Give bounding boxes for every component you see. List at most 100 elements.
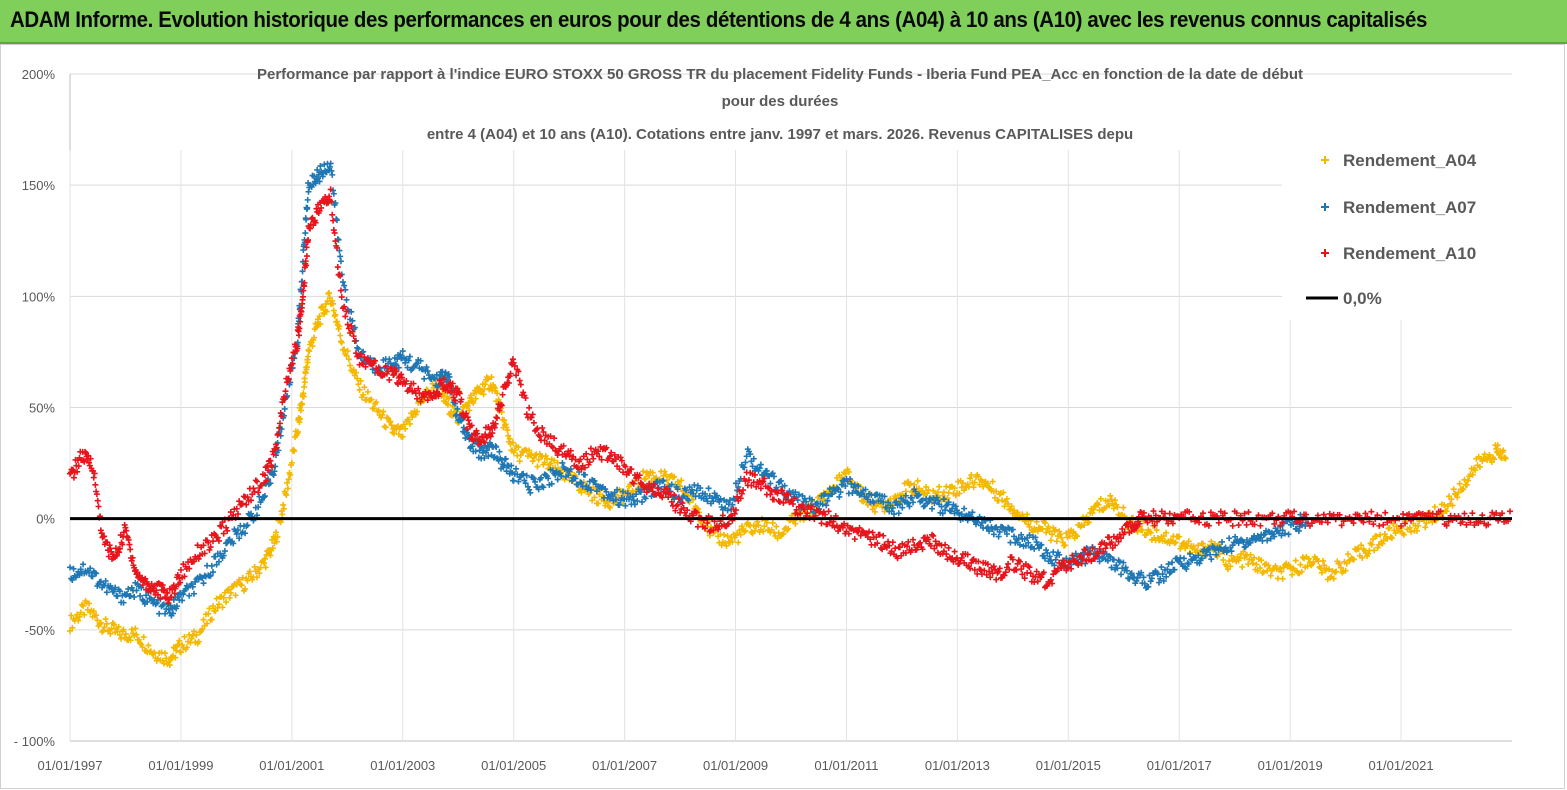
data-point — [285, 476, 292, 483]
data-point — [516, 377, 523, 384]
series-Rendement_A10 — [67, 186, 1514, 607]
data-point — [934, 489, 941, 496]
data-point — [1317, 565, 1324, 572]
data-point — [724, 533, 731, 540]
data-point — [1085, 519, 1092, 526]
data-point — [312, 219, 319, 226]
data-point — [1159, 571, 1166, 578]
data-point — [154, 591, 161, 598]
data-point — [761, 523, 768, 530]
data-point — [780, 499, 787, 506]
data-point — [1171, 566, 1178, 573]
data-point — [587, 487, 594, 494]
data-point — [481, 455, 488, 462]
data-point — [278, 413, 285, 420]
data-point — [127, 592, 134, 599]
data-point — [207, 544, 214, 551]
data-point — [1172, 539, 1179, 546]
data-point — [548, 480, 555, 487]
data-point — [673, 502, 680, 509]
data-point — [177, 649, 184, 656]
data-point — [337, 272, 344, 279]
data-point — [137, 592, 144, 599]
data-point — [782, 496, 789, 503]
data-point — [1119, 526, 1126, 533]
data-point — [122, 591, 129, 598]
data-point — [1126, 575, 1133, 582]
data-point — [625, 469, 632, 476]
data-point — [287, 367, 294, 374]
data-point — [206, 546, 213, 553]
data-point — [1291, 508, 1298, 515]
data-point — [1387, 534, 1394, 541]
data-point — [1060, 557, 1067, 564]
data-point — [732, 480, 739, 487]
data-point — [200, 580, 207, 587]
data-point — [1325, 566, 1332, 573]
data-point — [1160, 577, 1167, 584]
data-point — [406, 353, 413, 360]
data-point — [838, 481, 845, 488]
data-point — [767, 480, 774, 487]
data-point — [303, 216, 310, 223]
data-point — [1146, 572, 1153, 579]
data-point — [824, 497, 831, 504]
data-point — [530, 475, 537, 482]
data-point — [220, 552, 227, 559]
data-point — [936, 483, 943, 490]
data-point — [734, 493, 741, 500]
data-point — [1229, 522, 1236, 529]
data-point — [1102, 545, 1109, 552]
data-point — [135, 636, 142, 643]
data-point — [373, 399, 380, 406]
data-point — [532, 452, 539, 459]
data-point — [822, 511, 829, 518]
data-point — [414, 408, 421, 415]
data-point — [456, 390, 463, 397]
data-point — [1113, 562, 1120, 569]
data-point — [332, 311, 339, 318]
data-point — [1106, 553, 1113, 560]
data-point — [208, 562, 215, 569]
data-point — [107, 630, 114, 637]
data-point — [1110, 505, 1117, 512]
data-point — [273, 444, 280, 451]
data-point — [539, 424, 546, 431]
data-point — [492, 420, 499, 427]
data-point — [1000, 489, 1007, 496]
data-point — [350, 366, 357, 373]
data-point — [1415, 522, 1422, 529]
data-point — [364, 356, 371, 363]
data-point — [328, 198, 335, 205]
data-point — [919, 546, 926, 553]
data-point — [250, 485, 257, 492]
data-point — [929, 531, 936, 538]
data-point — [1278, 568, 1285, 575]
data-point — [1245, 509, 1252, 516]
data-point — [374, 408, 381, 415]
data-point — [110, 621, 117, 628]
data-point — [1350, 520, 1357, 527]
data-point — [102, 616, 109, 623]
data-point — [961, 487, 968, 494]
data-point — [362, 363, 369, 370]
data-point — [1359, 554, 1366, 561]
data-point — [126, 634, 133, 641]
data-point — [1469, 471, 1476, 478]
data-point — [299, 268, 306, 275]
data-point — [1074, 533, 1081, 540]
data-point — [999, 497, 1006, 504]
data-point — [526, 447, 533, 454]
data-point — [791, 495, 798, 502]
data-point — [385, 415, 392, 422]
data-point — [912, 488, 919, 495]
data-point — [958, 511, 965, 518]
data-point — [741, 464, 748, 471]
data-point — [622, 463, 629, 470]
data-point — [225, 586, 232, 593]
data-point — [1056, 528, 1063, 535]
data-point — [388, 422, 395, 429]
data-point — [709, 495, 716, 502]
data-point — [904, 543, 911, 550]
data-point — [239, 500, 246, 507]
